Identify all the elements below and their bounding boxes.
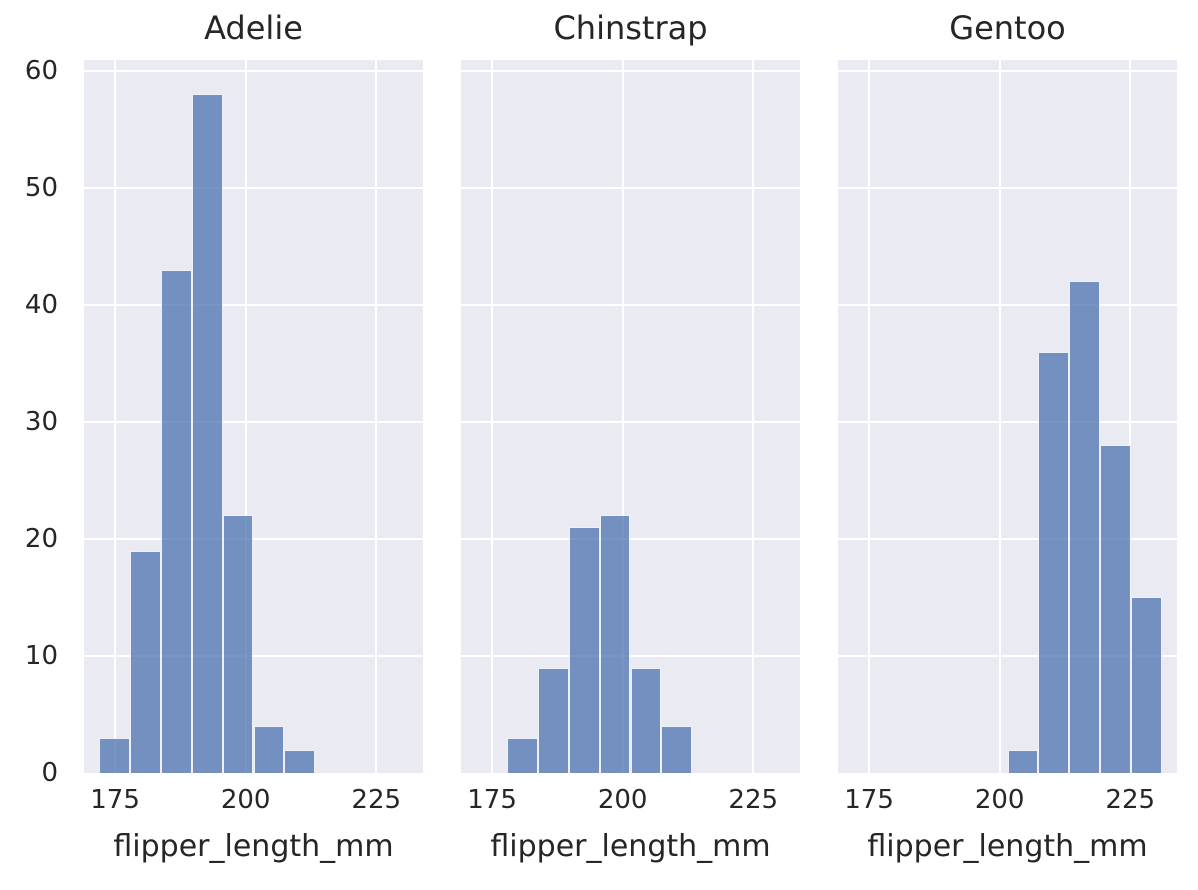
- x-tick-label: 175: [467, 785, 517, 815]
- histogram-bar: [538, 667, 569, 773]
- plot-area: [461, 60, 800, 773]
- gridline-x-225: [1129, 60, 1132, 773]
- histogram-bar: [1099, 445, 1131, 773]
- gridline-y-20: [461, 537, 800, 540]
- gridline-x-200: [998, 60, 1001, 773]
- gridline-x-175: [491, 60, 494, 773]
- x-tick-label: 225: [728, 785, 779, 815]
- gridline-y-30: [84, 420, 423, 423]
- gridline-y-60: [461, 69, 800, 72]
- x-tick-label: 200: [597, 785, 648, 815]
- y-tick-label: 40: [24, 289, 58, 320]
- facet-title: Adelie: [204, 9, 303, 47]
- gridline-y-50: [838, 186, 1177, 189]
- histogram-bar: [161, 269, 192, 773]
- gridline-y-40: [461, 303, 800, 306]
- histogram-bar: [507, 737, 539, 773]
- gridline-y-30: [838, 420, 1177, 423]
- x-tick-label: 175: [844, 785, 894, 815]
- x-tick-label: 200: [220, 785, 271, 815]
- y-axis: 0 10 20 30 40 50 60: [0, 0, 64, 890]
- gridline-y-30: [461, 420, 800, 423]
- gridline-y-60: [838, 69, 1177, 72]
- facet-gentoo: Gentoo 175 200 225 flipper_length_mm: [838, 0, 1177, 890]
- x-tick-label: 200: [974, 785, 1025, 815]
- y-tick-label: 10: [24, 640, 58, 671]
- gridline-y-10: [838, 654, 1177, 657]
- gridline-y-40: [84, 303, 423, 306]
- facet-title: Chinstrap: [553, 9, 708, 47]
- gridline-x-225: [375, 60, 378, 773]
- histogram-bar: [568, 527, 600, 773]
- gridline-x-200: [244, 60, 247, 773]
- gridline-x-175: [114, 60, 117, 773]
- histogram-bar: [284, 749, 316, 773]
- facet-chinstrap: Chinstrap 175 200 225 flipper_length_mm: [461, 0, 800, 890]
- histogram-bar: [1038, 351, 1070, 773]
- histogram-bar: [1007, 749, 1039, 773]
- x-axis-label: flipper_length_mm: [113, 829, 394, 864]
- histogram-bar: [222, 515, 254, 773]
- gridline-y-50: [461, 186, 800, 189]
- y-tick-label: 0: [41, 758, 58, 788]
- gridline-x-200: [621, 60, 624, 773]
- histogram-bar: [661, 726, 693, 773]
- gridline-y-10: [461, 654, 800, 657]
- x-tick-label: 225: [1105, 785, 1156, 815]
- gridline-x-225: [752, 60, 755, 773]
- facet-adelie: Adelie 175 200 225 flipper_length_mm: [84, 0, 423, 890]
- gridline-y-20: [838, 537, 1177, 540]
- x-tick-label: 225: [351, 785, 402, 815]
- gridline-y-60: [84, 69, 423, 72]
- histogram-bar: [130, 550, 162, 773]
- histogram-bar: [191, 93, 223, 773]
- y-tick-label: 50: [24, 172, 58, 203]
- gridline-y-40: [838, 303, 1177, 306]
- x-axis-label: flipper_length_mm: [867, 829, 1148, 864]
- y-tick-label: 30: [24, 406, 58, 437]
- x-axis-label: flipper_length_mm: [490, 829, 771, 864]
- gridline-y-20: [84, 537, 423, 540]
- gridline-y-10: [84, 654, 423, 657]
- histogram-bar: [99, 737, 131, 773]
- facet-title: Gentoo: [949, 9, 1066, 47]
- gridline-x-175: [868, 60, 871, 773]
- histogram-bar: [253, 726, 285, 773]
- histogram-bar: [599, 515, 631, 773]
- histogram-bar: [1069, 281, 1100, 773]
- y-tick-label: 20: [24, 523, 58, 554]
- x-tick-label: 175: [90, 785, 140, 815]
- y-tick-label: 60: [24, 55, 58, 86]
- plot-area: [838, 60, 1177, 773]
- plot-area: [84, 60, 423, 773]
- histogram-bar: [630, 667, 662, 773]
- gridline-y-50: [84, 186, 423, 189]
- histogram-bar: [1130, 597, 1162, 773]
